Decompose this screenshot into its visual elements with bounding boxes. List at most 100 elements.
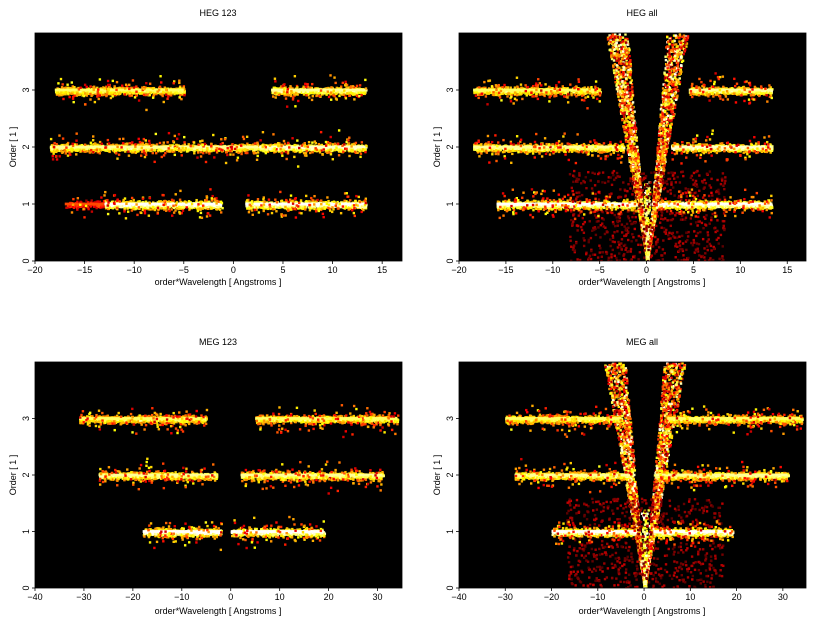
heatmap-cell [159,200,162,203]
heatmap-cell [113,202,116,206]
heatmap-cell [313,140,317,143]
heatmap-cell [331,204,334,208]
heatmap-cell [128,206,131,209]
heatmap-cell [200,216,204,220]
heatmap-cell [155,92,158,96]
heatmap-cell [321,212,325,216]
heatmap-cell [300,150,303,153]
heatmap-cell [216,206,220,209]
heatmap-cell [169,144,172,148]
heatmap-cell [65,206,68,209]
heatmap-cell [301,204,304,207]
heatmap-cell [107,83,110,87]
heatmap-cell [262,206,266,209]
heatmap-cell [280,199,284,202]
heatmap-cell [129,86,132,90]
heatmap-cell [143,211,147,215]
heatmap-cell [364,197,368,200]
y-axis-label: Order [ 1 ] [8,127,18,168]
heatmap-cell [160,207,163,210]
heatmap-cell [248,206,251,209]
heatmap-cell [110,93,114,96]
heatmap-cell [128,94,132,98]
heatmap-cell [268,203,271,207]
heatmap-cell [308,203,311,207]
heatmap-cell [63,149,66,152]
heatmap-cell [202,151,205,155]
heatmap-cell [244,151,247,155]
heatmap-cell [326,140,330,144]
heatmap-cell [300,206,304,210]
heatmap-cell [143,150,146,154]
heatmap-cell [294,216,298,219]
heatmap-cell [215,151,219,154]
heatmap-cell [230,148,234,151]
heatmap-cell [154,151,158,155]
heatmap-cell [359,155,362,159]
heatmap-cell [160,155,163,159]
heatmap-cell [183,135,186,139]
heatmap-cell [169,148,172,151]
heatmap-cell [141,197,145,200]
heatmap-cell [298,211,301,215]
heatmap-cell [176,145,179,149]
heatmap-cell [105,93,108,96]
heatmap-cell [300,144,304,147]
heatmap-cell [173,92,176,96]
heatmap-cell [99,206,102,209]
heatmap-cell [73,144,77,147]
heatmap-cell [100,196,103,199]
heatmap-cell [280,144,283,148]
heatmap-cell [304,194,308,198]
heatmap-cell [79,205,82,208]
heatmap-cell [209,149,213,153]
heatmap-cell [318,207,321,211]
heatmap-cell [104,190,107,194]
heatmap-cell [226,146,229,150]
heatmap-cell [55,142,58,146]
heatmap-cell [280,143,283,146]
heatmap-cell [249,204,253,208]
heatmap-cell [335,146,338,149]
heatmap-cell [348,147,351,150]
band-core [259,145,366,149]
heatmap-cell [221,149,224,152]
panel-heg-123: HEG 123 order*Wavelength [ Angstroms ] O… [8,8,403,287]
heatmap-cell [163,208,166,211]
heatmap-cell [223,138,227,141]
heatmap-cell [106,198,109,202]
heatmap-cell [134,151,138,155]
heatmap-cell [93,148,96,152]
heatmap-cell [108,149,111,153]
heatmap-cell [167,147,170,150]
heatmap-cell [299,150,302,154]
heatmap-cell [250,201,253,204]
heatmap-cell [322,148,325,151]
heatmap-cell [181,207,185,210]
heatmap-cell [328,207,331,211]
heatmap-cell [97,204,101,207]
heatmap-cell [85,199,88,202]
heatmap-cell [63,144,66,147]
heatmap-cell [316,204,319,208]
heatmap-cell [166,206,170,209]
heatmap-cell [261,130,265,134]
heatmap-cell [319,130,323,134]
heatmap-cell [351,204,355,207]
heatmap-cell [116,157,119,160]
heatmap-cell [52,150,56,153]
heatmap-cell [297,205,300,208]
heatmap-cell [213,197,216,201]
heatmap-cell [123,204,126,208]
heatmap-cell [258,206,261,209]
heatmap-cell [363,148,367,151]
heatmap-cell [79,148,82,152]
heatmap-cell [232,153,235,156]
heatmap-cell [195,198,198,202]
heatmap-cell [254,148,258,151]
heatmap-cell [74,90,77,93]
heatmap-cell [124,147,127,151]
heatmap-cell [130,196,134,200]
heatmap-cell [105,201,108,204]
heatmap-cell [187,200,191,203]
